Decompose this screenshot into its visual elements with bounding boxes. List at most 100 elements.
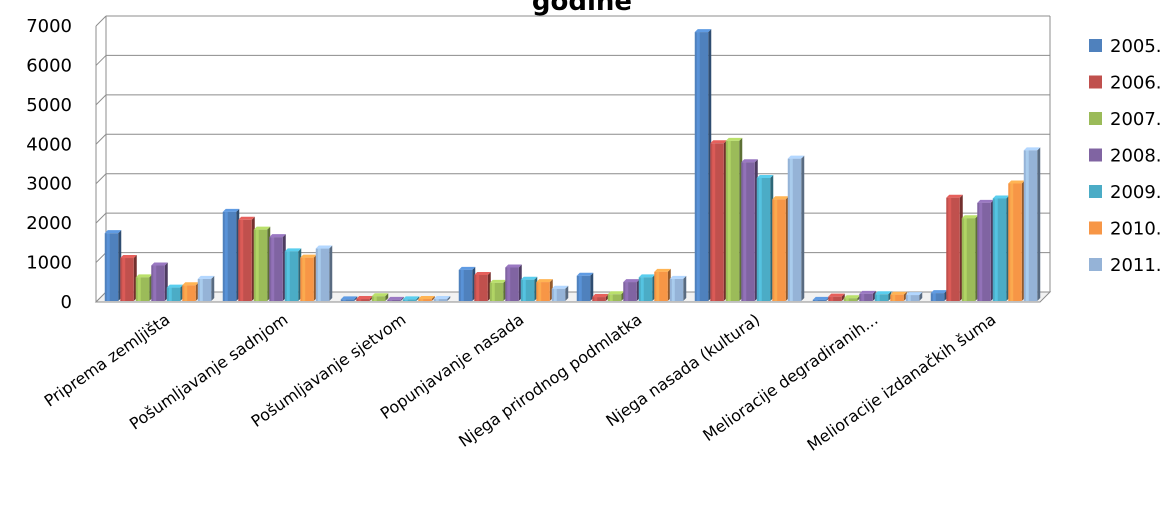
bar-highlight [184,285,188,301]
bar [890,291,907,301]
bar [576,272,594,301]
bar-highlight [963,218,967,301]
bar-highlight [671,278,675,301]
bar-top [284,248,302,252]
bar-highlight [507,267,511,301]
bar-side [801,155,805,301]
bar [315,245,333,301]
bar-top [340,296,358,300]
bar-highlight [168,287,172,301]
bar-highlight [240,219,244,301]
gridline-side [95,133,107,145]
x-tick-label: Priprema zemljišta [41,310,174,411]
bar [930,290,948,301]
bar-top [135,274,153,278]
bars [104,29,1041,302]
bar-highlight [814,299,818,301]
bar [505,264,522,301]
bar-highlight [892,294,896,301]
bar-top [638,274,656,278]
bar-front [859,293,873,301]
legend-swatch [1089,112,1102,125]
bar-top [505,264,522,268]
bar-top [315,245,333,249]
bar-front [356,299,370,301]
bar-top [890,291,907,295]
bar-side [211,275,215,301]
bar-highlight [224,211,228,301]
legend-swatch [1089,39,1102,52]
bar [741,159,758,301]
y-tick-label: 2000 [26,213,72,234]
bar-front [387,299,401,301]
bar-highlight [948,197,952,301]
bar-side [919,292,923,301]
bar [1008,180,1025,301]
bar [756,174,774,301]
bar-top [536,279,553,283]
bar-highlight [491,282,495,301]
bar [474,271,491,301]
bar-highlight [830,296,834,301]
bar-highlight [979,202,983,301]
bar-side [1037,147,1041,301]
bar-top [387,296,404,300]
bar-highlight [538,282,542,301]
bar-top [576,272,594,276]
legend-swatch [1089,258,1102,271]
bar [812,296,830,301]
y-tick-label: 3000 [26,174,72,195]
bar [694,29,712,302]
gridline-side [95,252,107,263]
bar-top [104,230,122,234]
bar-front [843,298,858,301]
bar-highlight [373,296,377,301]
bar-highlight [1010,183,1014,301]
bar-top [520,276,538,280]
bar-highlight [774,199,778,301]
bar [828,293,845,301]
bar-top [787,155,805,159]
bar-top [356,296,373,300]
bar-side [565,285,569,301]
bar-top [961,215,979,219]
bar-front [418,299,432,301]
bar-top [489,279,507,283]
bar-side [385,293,389,301]
bar [843,295,861,301]
bar-top [1023,147,1041,151]
bar [654,268,671,301]
bar-top [694,29,712,33]
legend-item: 2008. [1089,146,1162,167]
bar-highlight [861,293,865,301]
bar-top [269,234,286,238]
bar [197,275,215,301]
bar [725,137,743,301]
bar-highlight [460,269,464,301]
bar-top [772,196,789,200]
bar-highlight [286,251,290,301]
bar [269,234,286,301]
bar-top [151,262,168,266]
gridline-side [95,212,107,224]
legend-label: 2008. [1110,146,1162,167]
bar-top [607,291,625,295]
bar-highlight [553,288,557,301]
bar-highlight [994,198,998,301]
bar [946,194,963,301]
legend-item: 2011. [1089,255,1162,276]
bar-front [874,294,889,301]
bar [166,284,184,301]
bar [623,279,640,301]
bar [905,292,923,301]
bar [371,293,389,301]
bar-side [400,296,404,301]
bar-highlight [696,32,700,302]
bar-side [329,245,333,301]
bar-highlight [358,299,362,301]
bar-top [741,159,758,163]
bar [253,226,271,301]
bar [418,296,435,301]
bar [859,290,876,301]
bar [977,199,994,301]
